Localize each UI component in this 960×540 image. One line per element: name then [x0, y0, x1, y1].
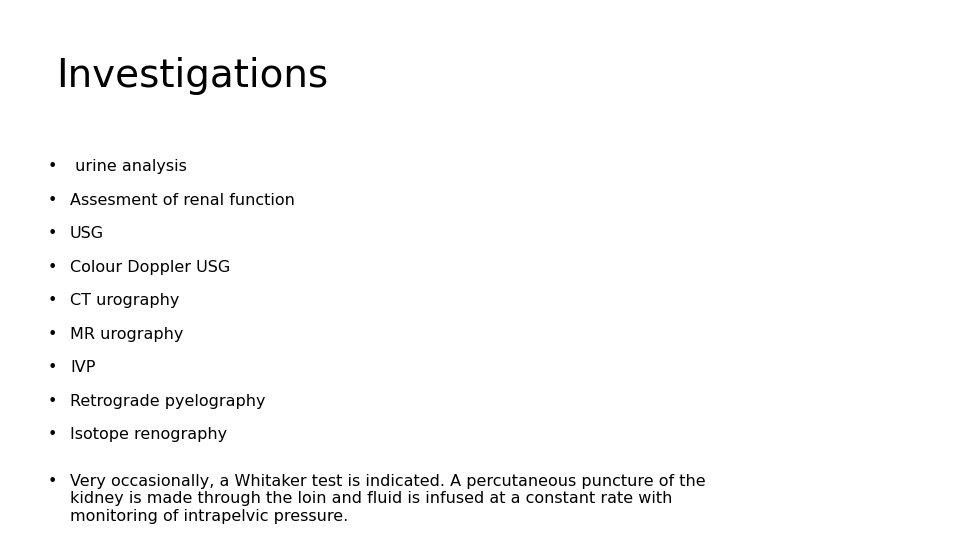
- Text: •: •: [48, 327, 58, 342]
- Text: •: •: [48, 260, 58, 275]
- Text: •: •: [48, 193, 58, 208]
- Text: •: •: [48, 394, 58, 409]
- Text: Assesment of renal function: Assesment of renal function: [70, 193, 295, 208]
- Text: •: •: [48, 226, 58, 241]
- Text: •: •: [48, 474, 58, 489]
- Text: USG: USG: [70, 226, 105, 241]
- Text: IVP: IVP: [70, 360, 95, 375]
- Text: Colour Doppler USG: Colour Doppler USG: [70, 260, 230, 275]
- Text: Isotope renography: Isotope renography: [70, 427, 228, 442]
- Text: •: •: [48, 360, 58, 375]
- Text: urine analysis: urine analysis: [70, 159, 187, 174]
- Text: MR urography: MR urography: [70, 327, 183, 342]
- Text: Retrograde pyelography: Retrograde pyelography: [70, 394, 266, 409]
- Text: •: •: [48, 293, 58, 308]
- Text: Investigations: Investigations: [56, 57, 327, 94]
- Text: •: •: [48, 159, 58, 174]
- Text: CT urography: CT urography: [70, 293, 180, 308]
- Text: Very occasionally, a Whitaker test is indicated. A percutaneous puncture of the
: Very occasionally, a Whitaker test is in…: [70, 474, 706, 524]
- Text: •: •: [48, 427, 58, 442]
